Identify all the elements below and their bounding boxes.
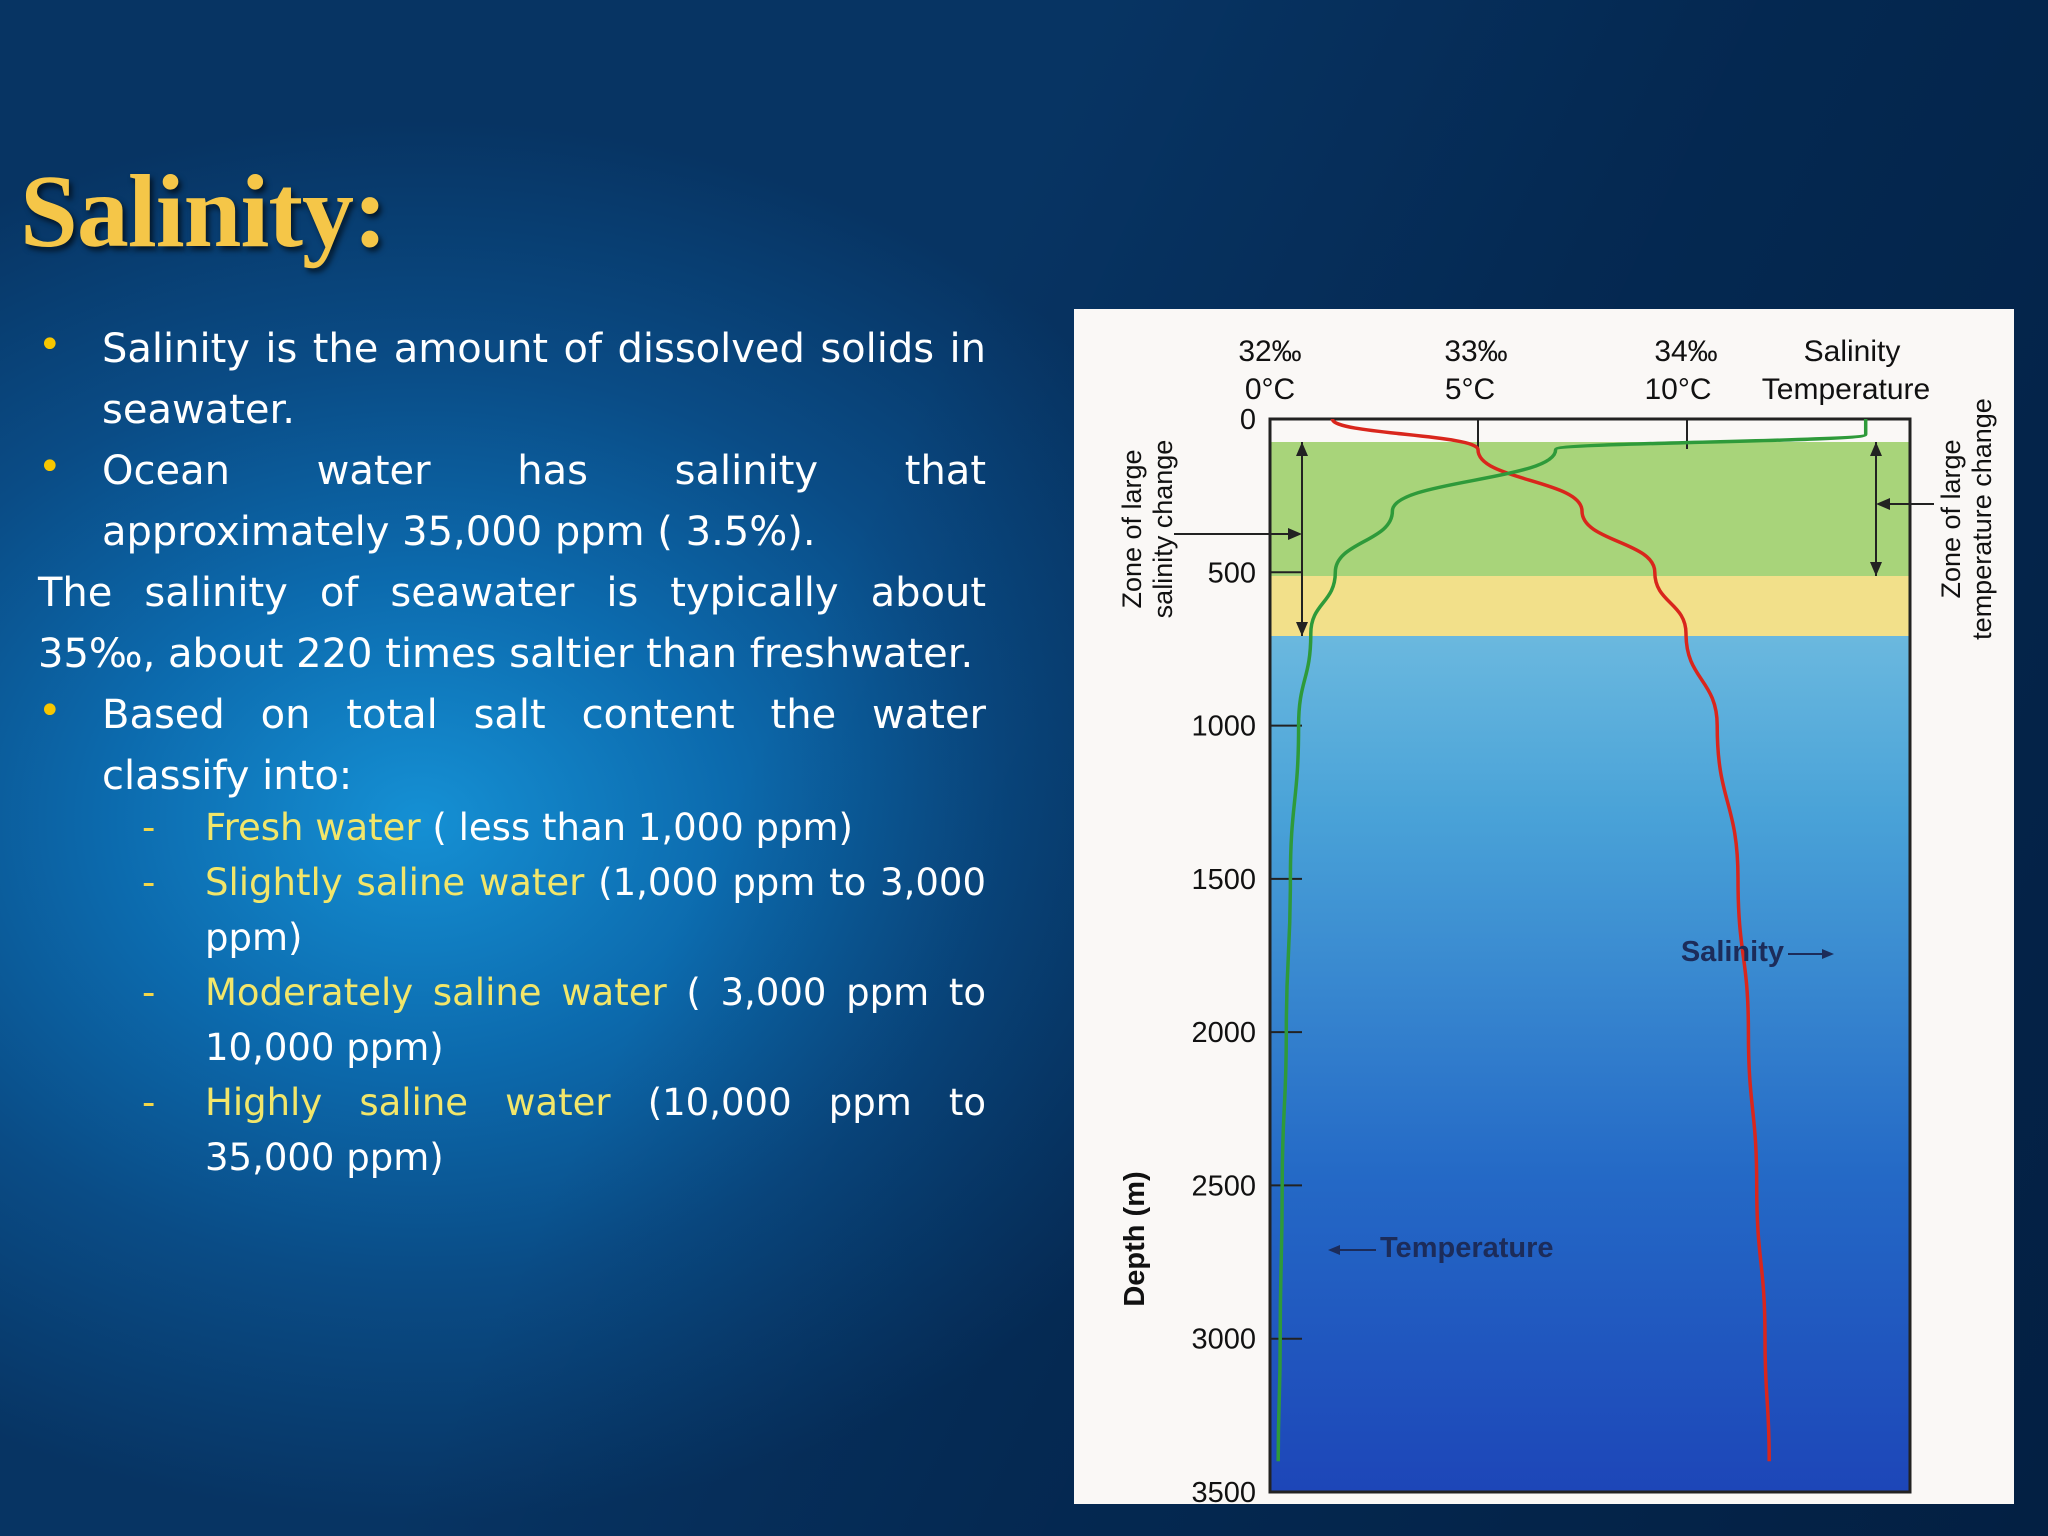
depth-axis: 0 500 1000 1500 2000 2500 3000 3500: [1191, 404, 1302, 1504]
depth-tick-label: 3000: [1191, 1324, 1256, 1356]
left-zone-arrow: [1288, 528, 1302, 540]
left-zone-label-line1: Zone of large: [1117, 449, 1147, 608]
bullet-text: Salinity is the amount of dissolved soli…: [102, 326, 986, 433]
salinity-curve: [1330, 418, 1771, 1462]
dash-marker: -: [142, 806, 156, 849]
dash-marker: -: [142, 971, 156, 1014]
salinity-tick-32: 32‰: [1238, 335, 1301, 368]
plot-frame: [1268, 417, 1912, 1494]
slide-body: • Salinity is the amount of dissolved so…: [38, 319, 986, 1185]
depth-tick-label: 1500: [1191, 864, 1256, 896]
depth-tick-label: 500: [1208, 557, 1256, 589]
depth-tick-label: 3500: [1191, 1477, 1256, 1504]
left-zone-arrow: [1296, 442, 1308, 456]
depth-tick-label: 0: [1240, 404, 1256, 436]
temperature-curve-label: Temperature: [1380, 1232, 1554, 1264]
class-range: ( 3,000 ppm to 10,000 ppm): [205, 971, 986, 1069]
depth-tick-label: 2500: [1191, 1170, 1256, 1202]
salinity-tick-33: 33‰: [1444, 335, 1507, 368]
temperature-label-arrowhead: [1328, 1245, 1340, 1255]
dash-marker: -: [142, 861, 156, 904]
y-axis-title: Depth (m): [1119, 1171, 1151, 1306]
left-zone-arrow: [1296, 622, 1308, 636]
bullet-dot: •: [38, 444, 62, 490]
temperature-tick-10: 10°C: [1644, 373, 1711, 406]
class-item-highly-saline: - Highly saline water (10,000 ppm to 35,…: [38, 1075, 986, 1185]
class-name: Slightly saline water: [205, 861, 585, 904]
right-zone-label-line1: Zone of large: [1936, 439, 1966, 598]
salinity-label-arrowhead: [1822, 949, 1834, 959]
salinity-change-zone-band: [1270, 442, 1910, 576]
temperature-change-zone-band: [1270, 576, 1910, 636]
salinity-header: Salinity: [1804, 335, 1901, 368]
right-zone-arrow: [1870, 442, 1882, 456]
class-name: Highly saline water: [205, 1081, 611, 1124]
paragraph-seawater: The salinity of seawater is typically ab…: [38, 570, 986, 677]
bullet-salinity-definition: • Salinity is the amount of dissolved so…: [38, 319, 986, 441]
depth-tick-label: 2000: [1191, 1017, 1256, 1049]
bullet-text: Ocean water has salinity that approximat…: [102, 448, 986, 555]
temperature-header: Temperature: [1762, 373, 1930, 406]
depth-tick-label: 1000: [1191, 711, 1256, 743]
left-zone-label-line2: salinity change: [1148, 440, 1178, 619]
temperature-tick-0: 0°C: [1245, 373, 1295, 406]
bullet-dot: •: [38, 322, 62, 368]
profile-chart: 32‰ 0°C 33‰ 5°C 34‰ 10°C Salinity Temper…: [1074, 309, 2014, 1504]
slide-title: Salinity:: [20, 154, 388, 269]
class-item-slightly-saline: - Slightly saline water (1,000 ppm to 3,…: [38, 855, 986, 965]
temperature-curve: [1276, 418, 1868, 1462]
bullet-dot: •: [38, 688, 62, 734]
right-zone-label-line2: temperature change: [1967, 398, 1997, 640]
right-zone-arrow: [1876, 498, 1890, 510]
bullet-classification: • Based on total salt content the water …: [38, 685, 986, 807]
bullet-ocean-salinity: • Ocean water has salinity that approxim…: [38, 441, 986, 563]
class-item-moderately-saline: - Moderately saline water ( 3,000 ppm to…: [38, 965, 986, 1075]
class-name: Fresh water: [205, 806, 421, 849]
class-range: (10,000 ppm to 35,000 ppm): [205, 1081, 986, 1179]
dash-marker: -: [142, 1081, 156, 1124]
salinity-curve-label: Salinity: [1681, 936, 1784, 968]
class-range: (1,000 ppm to 3,000 ppm): [205, 861, 986, 959]
salinity-temperature-figure: 32‰ 0°C 33‰ 5°C 34‰ 10°C Salinity Temper…: [1074, 309, 2014, 1504]
class-name: Moderately saline water: [205, 971, 667, 1014]
temperature-tick-5: 5°C: [1445, 373, 1495, 406]
bullet-text: Based on total salt content the water cl…: [102, 692, 986, 799]
salinity-tick-34: 34‰: [1654, 335, 1717, 368]
class-range: ( less than 1,000 ppm): [420, 806, 853, 849]
class-item-fresh: - Fresh water ( less than 1,000 ppm): [38, 800, 986, 855]
right-zone-arrow: [1870, 562, 1882, 576]
